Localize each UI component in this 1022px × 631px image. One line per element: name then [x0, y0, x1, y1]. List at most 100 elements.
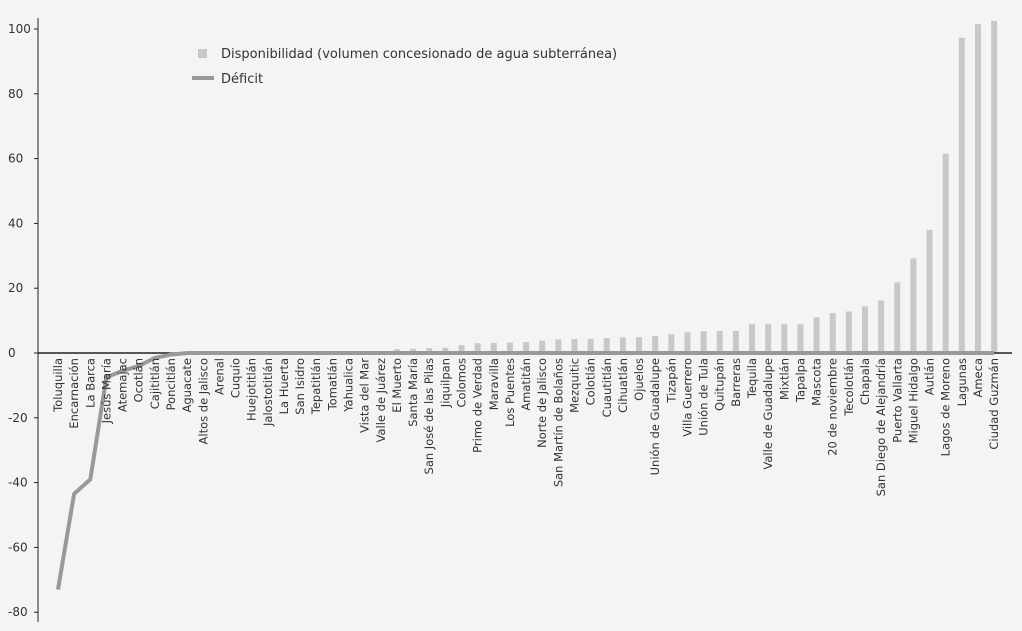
category-label: Primo de Verdad: [471, 358, 485, 453]
bar: [523, 341, 530, 353]
bar: [974, 24, 981, 353]
category-label: Jesús María: [99, 358, 113, 424]
category-label: Lagos de Moreno: [939, 358, 953, 456]
bar: [474, 343, 481, 353]
y-axis-ticks: 100 80 60 40 20 0 -20 -40 -60 -80: [8, 22, 38, 619]
bar: [878, 300, 885, 353]
bar: [555, 339, 562, 353]
category-label: 20 de noviembre: [826, 358, 840, 456]
category-label: Valle de Guadalupe: [761, 358, 775, 470]
bar: [910, 258, 917, 353]
y-tick-label: -60: [8, 540, 28, 554]
bar: [797, 324, 804, 353]
y-tick-label: -40: [8, 476, 28, 490]
bar: [571, 339, 578, 353]
bar: [636, 337, 643, 353]
category-label: Tapalpa: [793, 358, 807, 403]
category-label: Jalostotitlán: [261, 358, 275, 427]
bar: [490, 342, 497, 353]
bar: [845, 311, 852, 353]
bar: [603, 338, 610, 353]
category-label: Autlán: [923, 358, 937, 395]
category-label: Cihuatlán: [616, 358, 630, 413]
y-tick-label: -80: [8, 605, 28, 619]
category-label: San José de las Pilas: [422, 358, 436, 474]
category-label: Quitupán: [713, 358, 727, 411]
category-label: Vista del Mar: [358, 358, 372, 433]
category-label: Cuautitlán: [600, 358, 614, 417]
legend-bar-swatch: [198, 49, 207, 58]
category-label: San Diego de Alejandría: [874, 358, 888, 496]
bar: [619, 337, 626, 353]
category-label: Poncitlán: [164, 358, 178, 410]
category-label: Norte de Jalisco: [535, 358, 549, 448]
category-label: Jiquilpan: [438, 358, 452, 408]
bar: [862, 306, 868, 353]
bar: [765, 324, 772, 353]
category-label: Yahualica: [342, 358, 356, 413]
category-label: Ameca: [971, 358, 985, 398]
bar: [668, 334, 675, 353]
legend: Disponibilidad (volumen concesionado de …: [192, 47, 617, 87]
legend-line-swatch: [192, 76, 214, 80]
bar: [506, 342, 513, 353]
legend-bar-label: Disponibilidad (volumen concesionado de …: [221, 47, 617, 62]
y-tick-label: 80: [8, 87, 23, 101]
bar: [813, 317, 820, 353]
y-tick-label: 20: [8, 281, 23, 295]
bar: [458, 345, 465, 353]
bar: [684, 332, 691, 353]
category-label: Toluquilla: [51, 358, 65, 413]
category-label: Miguel Hidalgo: [906, 358, 920, 443]
category-label: Los Puentes: [503, 358, 517, 427]
bar: [652, 336, 659, 353]
deficit-series-line: [56, 351, 995, 590]
category-label: Barreras: [729, 358, 743, 407]
category-label: Villa Guerrero: [680, 358, 694, 437]
category-label: Maravilla: [487, 358, 501, 410]
category-label: Puerto Vallarta: [890, 358, 904, 443]
category-label: Tizapán: [664, 358, 678, 404]
bar: [942, 153, 949, 353]
category-label: Mezquitic: [567, 358, 581, 413]
category-label: Mascota: [810, 358, 824, 406]
category-label: Colomos: [455, 358, 469, 408]
y-tick-label: 60: [8, 152, 23, 166]
category-label: Mixtlán: [777, 358, 791, 400]
category-label: Santa María: [406, 358, 420, 427]
category-label: Valle de Juárez: [374, 358, 388, 443]
category-label: San Isidro: [293, 358, 307, 415]
category-label: Lagunas: [955, 358, 969, 406]
bar: [781, 324, 788, 353]
category-label: Tepatitlán: [309, 358, 323, 415]
category-label: Unión de Tula: [697, 358, 711, 436]
bar: [410, 348, 417, 353]
legend-line-label: Déficit: [221, 72, 263, 87]
bar: [442, 347, 449, 353]
category-label: Tomatlán: [325, 358, 339, 411]
category-label: Cuquío: [229, 358, 243, 398]
category-label: Unión de Guadalupe: [648, 358, 662, 475]
category-label: Altos de Jalisco: [196, 358, 210, 444]
bars-series: [361, 20, 998, 354]
category-label: Tecolotlán: [842, 358, 856, 417]
bar: [426, 348, 433, 353]
bar: [732, 330, 739, 353]
bar: [716, 330, 723, 353]
category-label: Cajititlán: [148, 358, 162, 409]
category-label: Ojuelos: [632, 358, 646, 401]
category-label: Atemajac: [116, 358, 130, 412]
category-label: Aguacate: [180, 358, 194, 412]
bar: [539, 340, 546, 353]
category-label: San Martín de Bolaños: [551, 358, 565, 487]
y-tick-label: 100: [8, 22, 31, 36]
category-label: Colotlán: [584, 358, 598, 405]
y-tick-label: 0: [8, 346, 16, 360]
category-label: La Huerta: [277, 358, 291, 414]
category-labels: Toluquilla Encarnación La Barca Jesús María…: [51, 358, 1001, 497]
bar: [926, 229, 933, 353]
bar: [749, 324, 756, 353]
bar: [587, 338, 594, 353]
category-label: Ocotlán: [132, 358, 146, 402]
